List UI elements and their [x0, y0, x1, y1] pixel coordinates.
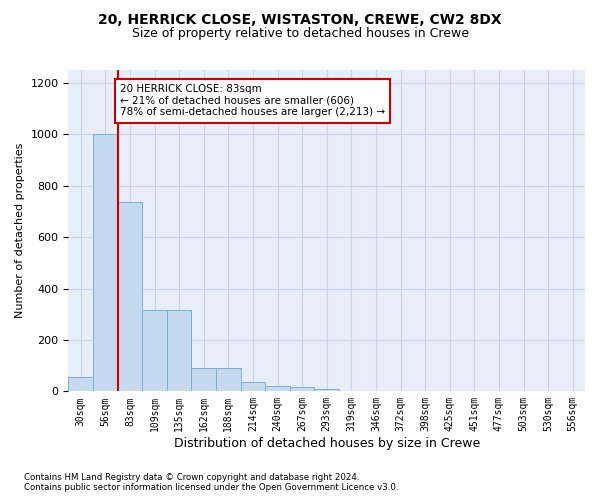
Text: Size of property relative to detached houses in Crewe: Size of property relative to detached ho…	[131, 28, 469, 40]
Bar	[265, 386, 290, 392]
Bar	[314, 390, 339, 392]
Bar	[68, 376, 93, 392]
Bar	[167, 310, 191, 392]
Bar	[118, 202, 142, 392]
Bar	[93, 134, 118, 392]
Bar	[241, 382, 265, 392]
Bar	[216, 368, 241, 392]
Text: Contains public sector information licensed under the Open Government Licence v3: Contains public sector information licen…	[24, 484, 398, 492]
Text: 20 HERRICK CLOSE: 83sqm
← 21% of detached houses are smaller (606)
78% of semi-d: 20 HERRICK CLOSE: 83sqm ← 21% of detache…	[120, 84, 385, 117]
Text: 20, HERRICK CLOSE, WISTASTON, CREWE, CW2 8DX: 20, HERRICK CLOSE, WISTASTON, CREWE, CW2…	[98, 12, 502, 26]
Bar	[142, 310, 167, 392]
Bar	[290, 388, 314, 392]
X-axis label: Distribution of detached houses by size in Crewe: Distribution of detached houses by size …	[173, 437, 480, 450]
Y-axis label: Number of detached properties: Number of detached properties	[15, 143, 25, 318]
Text: Contains HM Land Registry data © Crown copyright and database right 2024.: Contains HM Land Registry data © Crown c…	[24, 474, 359, 482]
Bar	[191, 368, 216, 392]
